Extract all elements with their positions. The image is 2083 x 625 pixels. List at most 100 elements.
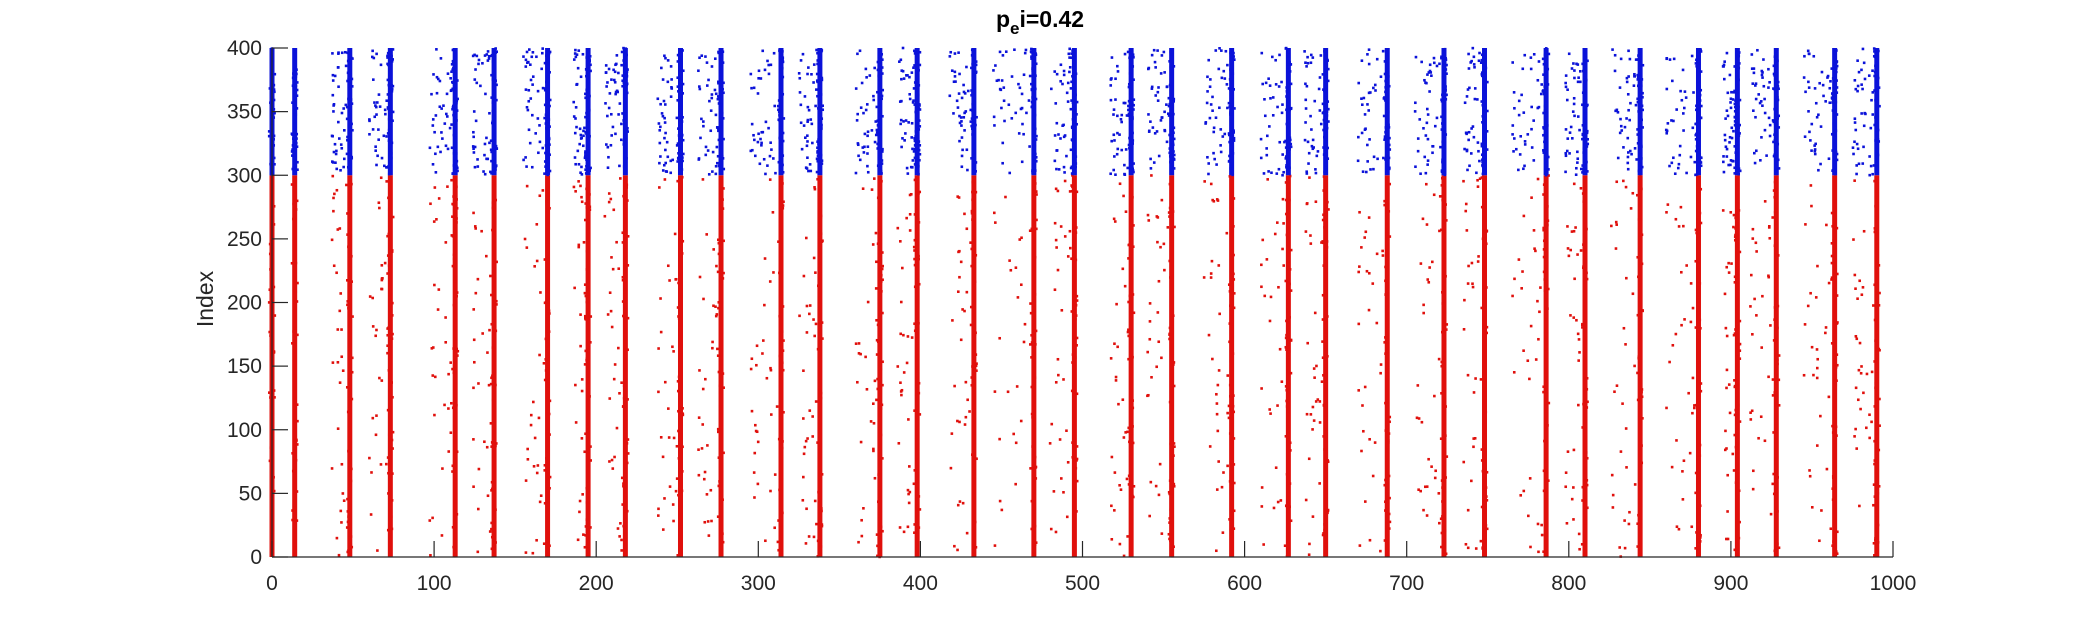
spike-dot (1482, 189, 1485, 193)
spike-dot (817, 138, 820, 141)
spike-dot (1075, 445, 1079, 448)
spike-dot (583, 156, 587, 160)
spike-dot (1232, 139, 1236, 142)
spike-dot (532, 400, 535, 404)
spike-dot (876, 119, 880, 123)
spike-dot (348, 82, 351, 85)
spike-dot (494, 444, 497, 448)
spike-dot (291, 509, 294, 512)
spike-dot (489, 148, 493, 152)
spike-dot (669, 171, 673, 175)
spike-dot (1232, 88, 1236, 91)
spike-dot (915, 385, 918, 388)
spike-dot (1443, 529, 1447, 532)
spike-dot (1485, 470, 1489, 474)
spike-dot (913, 249, 916, 252)
spike-dot (1131, 117, 1134, 121)
spike-dot (962, 116, 966, 119)
spike-dot (347, 245, 350, 249)
spike-dot (390, 87, 394, 91)
spike-dot (1579, 167, 1583, 171)
spike-dot (1386, 124, 1389, 128)
spike-dot (819, 232, 823, 236)
spike-dot (373, 115, 377, 119)
spike-dot (815, 157, 819, 161)
spike-dot (1878, 291, 1881, 295)
spike-dot (1030, 385, 1034, 389)
spike-dot (1220, 485, 1224, 489)
spike-dot (1309, 234, 1312, 237)
spike-dot (876, 242, 880, 246)
spike-dot (1639, 294, 1643, 298)
spike-dot (820, 523, 824, 526)
spike-dot (1228, 480, 1232, 483)
spike-dot (1419, 172, 1422, 176)
spike-dot (676, 142, 680, 145)
spike-dot (388, 338, 392, 341)
spike-dot (1875, 79, 1879, 83)
spike-dot (1572, 102, 1576, 106)
spike-dot (1368, 538, 1372, 542)
spike-dot (451, 470, 454, 473)
spike-dot (453, 424, 456, 428)
spike-dot (1577, 403, 1580, 407)
spike-dot (1810, 506, 1814, 509)
spike-dot (623, 179, 626, 183)
spike-dot (781, 75, 785, 79)
spike-dot (913, 156, 917, 160)
spike-dot (1769, 324, 1772, 327)
spike-dot (1638, 132, 1641, 136)
spike-dot (1131, 425, 1134, 428)
spike-dot (1681, 68, 1685, 72)
spike-dot (389, 486, 393, 490)
spike-dot (878, 470, 882, 474)
spike-dot (1432, 61, 1436, 65)
spike-dot (1169, 82, 1173, 86)
spike-dot (1072, 553, 1076, 556)
spike-dot (1131, 167, 1134, 171)
spike-dot (1773, 306, 1777, 309)
spike-dot (1305, 84, 1309, 88)
spike-dot (1324, 358, 1327, 362)
spike-dot (1640, 187, 1643, 191)
spike-dot (1774, 374, 1778, 378)
spike-dot (1228, 105, 1232, 108)
spike-dot (767, 63, 771, 67)
spike-dot (1034, 152, 1037, 156)
spike-dot (720, 530, 724, 534)
spike-dot (1227, 283, 1231, 286)
spike-dot (331, 79, 335, 82)
spike-dot (1232, 136, 1236, 140)
spike-dot (973, 160, 976, 164)
spike-dot (1619, 450, 1623, 453)
spike-dot (677, 136, 681, 140)
spike-dot (1074, 303, 1078, 307)
spike-dot (752, 133, 755, 137)
spike-dot (780, 477, 784, 481)
spike-dot (1613, 69, 1617, 73)
spike-dot (1665, 129, 1669, 133)
spike-dot (777, 110, 781, 114)
spike-dot (1230, 417, 1234, 420)
spike-dot (1546, 124, 1549, 127)
spike-dot (816, 347, 820, 351)
spike-dot (1735, 130, 1739, 134)
spike-dot (485, 254, 488, 258)
spike-dot (918, 125, 922, 128)
spike-dot (391, 447, 394, 450)
spike-dot (1163, 129, 1167, 133)
spike-dot (1148, 320, 1152, 323)
spike-dot (1273, 232, 1277, 236)
spike-dot (870, 188, 874, 191)
spike-dot (678, 325, 681, 329)
spike-dot (494, 198, 498, 202)
spike-dot (471, 54, 475, 58)
spike-dot (879, 135, 882, 138)
spike-dot (773, 104, 777, 108)
spike-dot (1074, 356, 1077, 359)
spike-dot (659, 297, 662, 300)
spike-dot (1830, 261, 1834, 265)
spike-dot (1162, 50, 1166, 54)
spike-dot (1073, 343, 1077, 346)
spike-dot (880, 53, 884, 56)
